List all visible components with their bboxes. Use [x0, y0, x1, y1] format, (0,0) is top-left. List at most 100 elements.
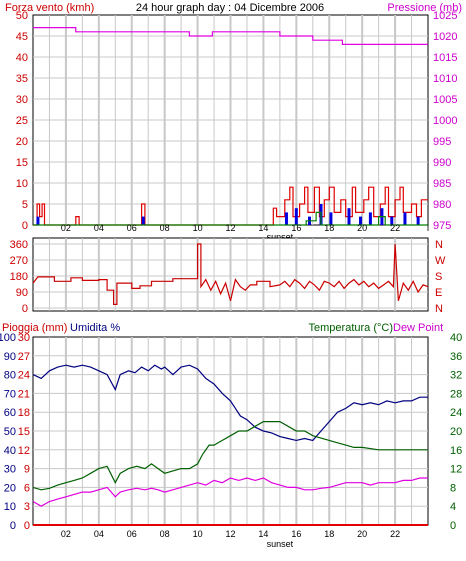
y-tick-label-direction: 90 — [16, 287, 28, 299]
x-tick-label: 22 — [390, 223, 400, 233]
series-line-media — [33, 211, 428, 226]
dewpoint-axis-label: Dew Point — [393, 322, 443, 334]
x-tick-label: 18 — [324, 223, 334, 233]
temperature-humidity-panel: 0102030405060708090100036912151821242730… — [0, 322, 462, 549]
x-tick-label: 06 — [127, 223, 137, 233]
compass-label: S — [435, 271, 442, 283]
wind-axis-label: Forza vento (kmh) — [5, 2, 94, 14]
x-tick-label: I — [427, 223, 430, 233]
y-tick-label-humidity: 100 — [0, 332, 16, 344]
y-tick-label-temperature: 4 — [450, 501, 456, 513]
y-tick-label-rain: 18 — [18, 407, 30, 419]
y-tick-label-pressure: 990 — [433, 157, 451, 169]
x-tick-label: 12 — [225, 223, 235, 233]
y-tick-label-pressure: 1000 — [433, 115, 457, 127]
series-line-pressione — [33, 27, 428, 46]
x-tick-label: 02 — [61, 223, 71, 233]
x-tick-label: 08 — [160, 223, 170, 233]
y-tick-label-wind: 25 — [16, 115, 28, 127]
series-line-temperatura — [32, 421, 428, 491]
x-tick-label: 12 — [225, 529, 235, 539]
y-tick-label-wind: 50 — [16, 10, 28, 22]
wind-pressure-panel: 0510152025303540455097598098599099510001… — [5, 2, 462, 242]
y-tick-label-pressure: 1020 — [433, 31, 457, 43]
y-tick-label-temperature: 16 — [450, 445, 462, 457]
y-tick-label-humidity: 20 — [4, 482, 16, 494]
x-tick-label: 10 — [193, 529, 203, 539]
gust-bar — [347, 208, 351, 225]
series-line-dew-point — [32, 477, 428, 507]
y-tick-label-pressure: 1005 — [433, 94, 457, 106]
gust-bar — [416, 216, 420, 225]
y-tick-label-temperature: 28 — [450, 388, 462, 400]
y-tick-label-humidity: 10 — [4, 501, 16, 513]
y-tick-label-wind: 20 — [16, 136, 28, 148]
gust-bar — [359, 216, 363, 225]
y-tick-label-pressure: 980 — [433, 199, 451, 211]
y-tick-label-rain: 24 — [18, 370, 30, 382]
y-tick-label-wind: 10 — [16, 178, 28, 190]
y-tick-label-pressure: 1010 — [433, 73, 457, 85]
y-tick-label-rain: 27 — [18, 351, 30, 363]
gust-bar — [141, 216, 145, 225]
y-tick-label-pressure: 975 — [433, 220, 451, 232]
x-tick-label: 16 — [291, 529, 301, 539]
x-tick-label: 22 — [390, 529, 400, 539]
y-tick-label-wind: 45 — [16, 31, 28, 43]
y-tick-label-pressure: 1015 — [433, 52, 457, 64]
y-tick-label-direction: 180 — [10, 271, 28, 283]
y-tick-label-humidity: 60 — [4, 407, 16, 419]
gust-bar — [368, 212, 372, 225]
y-tick-label-temperature: 0 — [450, 520, 456, 532]
x-tick-label: 08 — [160, 529, 170, 539]
y-tick-label-rain: 0 — [24, 520, 30, 532]
compass-label: N — [435, 303, 443, 315]
y-tick-label-humidity: 90 — [4, 351, 16, 363]
temperature-axis-label: Temperatura (°C) — [309, 322, 393, 334]
y-tick-label-rain: 30 — [18, 332, 30, 344]
x-tick-label: 14 — [258, 529, 268, 539]
y-tick-label-pressure: 995 — [433, 136, 451, 148]
compass-label: N — [435, 239, 443, 251]
gust-bar — [390, 216, 394, 225]
x-tick-label: 14 — [258, 223, 268, 233]
y-tick-label-rain: 3 — [24, 501, 30, 513]
y-tick-label-humidity: 50 — [4, 426, 16, 438]
y-tick-label-wind: 40 — [16, 52, 28, 64]
compass-label: W — [435, 255, 446, 267]
y-tick-label-wind: 5 — [22, 199, 28, 211]
x-tick-label: 16 — [291, 223, 301, 233]
y-tick-label-temperature: 40 — [450, 332, 462, 344]
pressure-axis-label: Pressione (mb) — [387, 2, 462, 14]
y-tick-label-humidity: 40 — [4, 445, 16, 457]
y-tick-label-pressure: 985 — [433, 178, 451, 190]
y-tick-label-direction: 360 — [10, 239, 28, 251]
sunset-label: sunset — [267, 539, 294, 549]
y-tick-label-humidity: 0 — [10, 520, 16, 532]
y-tick-label-humidity: 30 — [4, 464, 16, 476]
chart-title: 24 hour graph day : 04 Dicembre 2006 — [136, 2, 324, 14]
sunset-label: sunset — [267, 232, 294, 242]
y-tick-label-pressure: 1025 — [433, 10, 457, 22]
compass-label: E — [435, 287, 442, 299]
y-tick-label-rain: 6 — [24, 482, 30, 494]
y-tick-label-temperature: 20 — [450, 426, 462, 438]
y-tick-label-rain: 21 — [18, 388, 30, 400]
y-tick-label-rain: 12 — [18, 445, 30, 457]
gust-bar — [329, 212, 333, 225]
y-tick-label-temperature: 36 — [450, 351, 462, 363]
y-tick-label-direction: 0 — [22, 303, 28, 315]
y-tick-label-wind: 15 — [16, 157, 28, 169]
gust-bar — [403, 212, 407, 225]
gust-bar — [284, 212, 288, 225]
x-tick-label: 02 — [61, 529, 71, 539]
y-tick-label-wind: 35 — [16, 73, 28, 85]
gust-bar — [294, 208, 298, 225]
y-tick-label-wind: 0 — [22, 220, 28, 232]
y-tick-label-humidity: 70 — [4, 388, 16, 400]
x-tick-label: 06 — [127, 529, 137, 539]
y-tick-label-temperature: 24 — [450, 407, 462, 419]
